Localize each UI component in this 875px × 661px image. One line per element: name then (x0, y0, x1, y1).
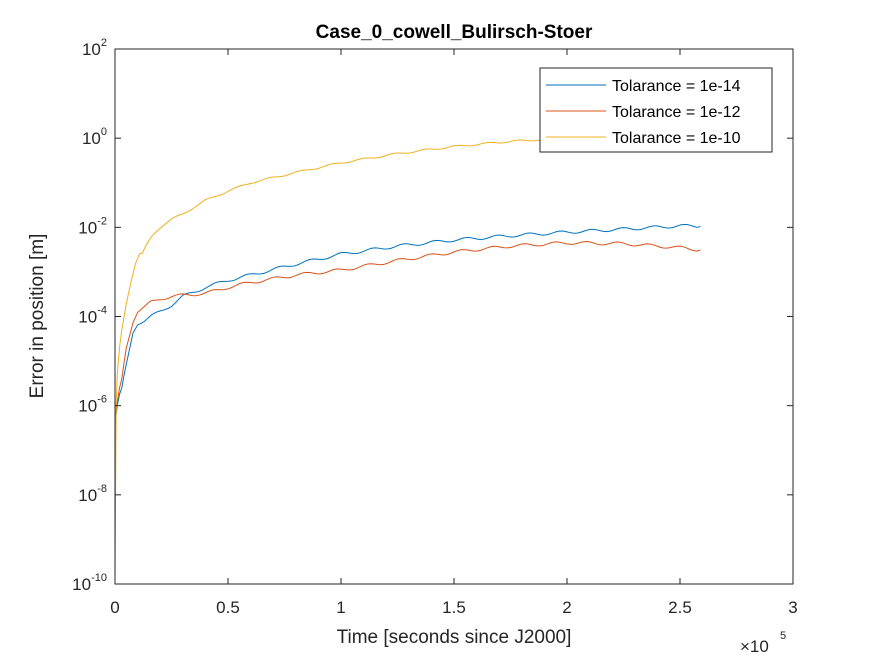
y-tick-exponent: 2 (101, 37, 107, 49)
y-tick-label: 10-10 (72, 572, 107, 594)
y-tick-base: 10 (78, 486, 97, 505)
x-multiplier-exponent: 5 (780, 630, 786, 642)
x-axis-ticks: 0 0.5 1 1.5 2 2.5 3 (110, 49, 798, 617)
y-tick-label: 10-6 (78, 394, 107, 416)
x-multiplier-base: ×10 (740, 637, 769, 656)
x-axis-multiplier: ×10 5 (740, 630, 786, 656)
y-tick-base: 10 (78, 397, 97, 416)
y-tick-label: 102 (82, 37, 107, 59)
x-tick-label: 0.5 (216, 598, 240, 617)
legend-box (539, 67, 773, 153)
series-line-2 (114, 241, 701, 424)
x-axis-label: Time [seconds since J2000] (337, 627, 572, 648)
x-tick-label: 2.5 (668, 598, 692, 617)
x-tick-label: 0 (110, 598, 119, 617)
y-tick-exponent: -10 (91, 572, 107, 584)
series-line-1 (114, 223, 701, 424)
y-tick-base: 10 (78, 308, 97, 327)
chart-title: Case_0_cowell_Bulirsch-Stoer (316, 22, 593, 43)
legend-entry-1: Tolarance = 1e-14 (612, 78, 741, 95)
y-tick-exponent: -2 (97, 215, 107, 227)
y-tick-exponent: -4 (97, 305, 107, 317)
y-tick-label: 10-4 (78, 305, 107, 327)
y-tick-exponent: -8 (97, 483, 107, 495)
series-layer (114, 136, 701, 585)
y-tick-base: 10 (82, 40, 101, 59)
x-tick-label: 1.5 (442, 598, 466, 617)
y-axis-label: Error in position [m] (27, 234, 48, 399)
y-tick-exponent: 0 (101, 126, 107, 138)
legend-entry-2: Tolarance = 1e-12 (612, 104, 741, 121)
x-tick-label: 1 (336, 598, 345, 617)
series-line-3 (114, 136, 590, 585)
legend: Tolarance = 1e-14 Tolarance = 1e-12 Tolara… (539, 67, 773, 153)
y-tick-label: 10-8 (78, 483, 107, 505)
y-tick-exponent: -6 (97, 394, 107, 406)
y-tick-label: 10-2 (78, 215, 107, 237)
legend-entry-3: Tolarance = 1e-10 (612, 130, 741, 147)
y-tick-base: 10 (78, 218, 97, 237)
x-tick-label: 2 (562, 598, 571, 617)
y-tick-base: 10 (72, 575, 91, 594)
y-tick-label: 100 (82, 126, 107, 148)
x-tick-label: 3 (788, 598, 797, 617)
y-tick-base: 10 (82, 129, 101, 148)
